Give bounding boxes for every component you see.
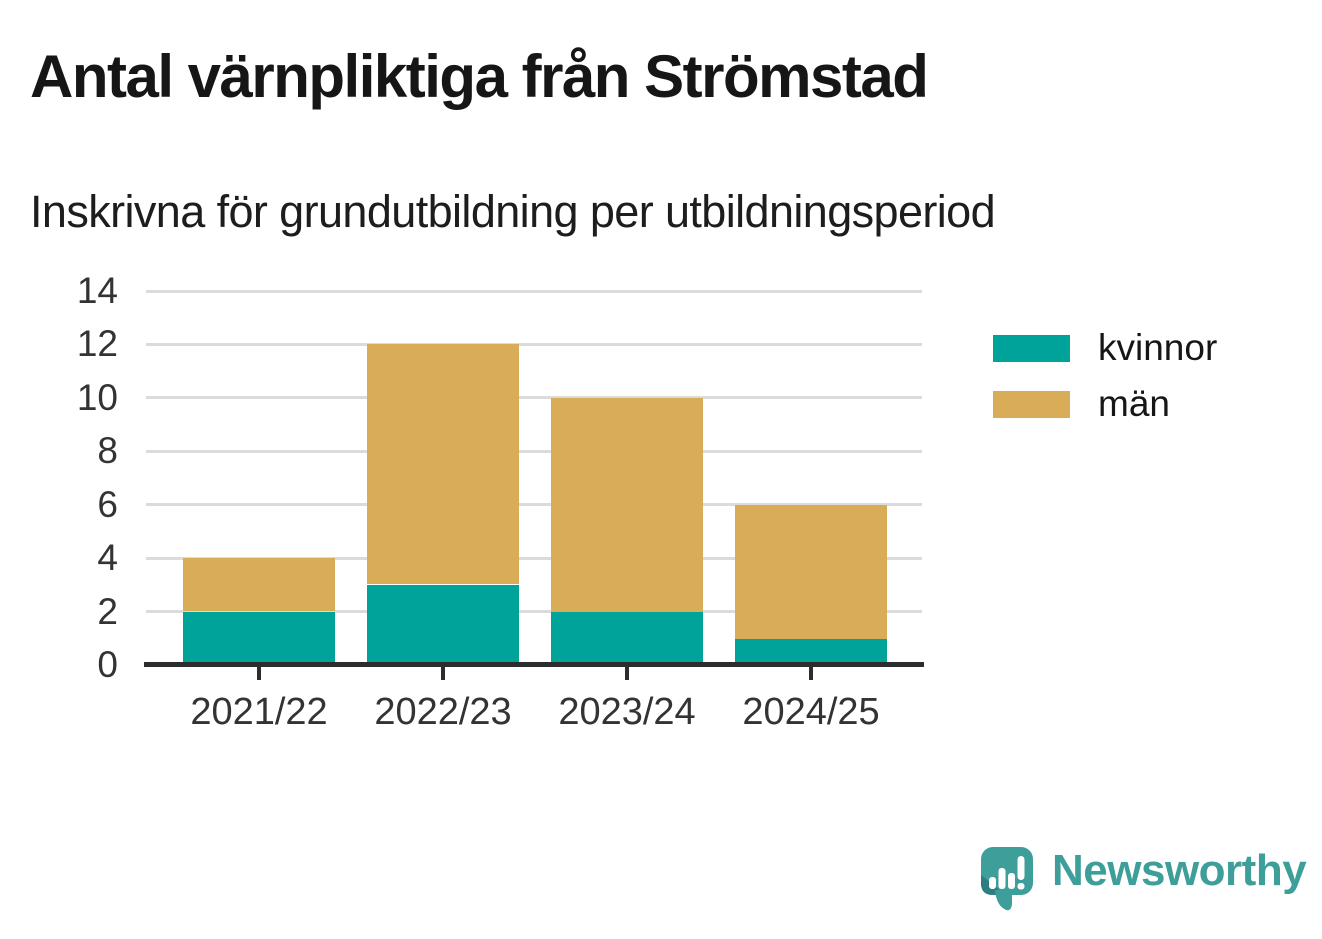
legend-item-kvinnor: kvinnor [993,320,1217,376]
bar-segment-kvinnor-2023/24 [551,612,703,665]
legend-label-kvinnor: kvinnor [1098,327,1218,368]
bar-segment-män-2022/23 [367,344,519,584]
legend-label-man: män [1098,383,1170,424]
legend-swatch-man [993,390,1070,418]
y-axis-tick-label: 0 [97,644,118,685]
x-axis-tick-label: 2023/24 [558,691,696,733]
gridline-4 [146,557,922,560]
y-axis-tick-label: 8 [97,430,118,471]
x-axis-tick [625,667,629,680]
bar-segment-kvinnor-2022/23 [367,585,519,665]
y-axis-tick-label: 4 [97,537,118,578]
gridline-2 [146,610,922,613]
gridline-6 [146,503,922,506]
x-axis-tick-label: 2021/22 [190,691,328,733]
newsworthy-wordmark: Newsworthy [1052,846,1307,895]
gridline-12 [146,343,922,346]
y-axis-tick-label: 2 [97,591,118,632]
y-axis-tick-label: 14 [76,270,118,311]
legend-swatch-kvinnor [993,334,1070,362]
bar-segment-män-2023/24 [551,398,703,612]
newsworthy-logo-icon [981,847,1033,911]
newsworthy-brand: Newsworthy [976,842,1307,917]
gridline-8 [146,450,922,453]
chart-subtitle: Inskrivna för grundutbildning per utbild… [30,186,996,237]
bar-segment-män-2024/25 [735,505,887,639]
gridline-14 [146,290,922,293]
x-axis-tick [441,667,445,680]
gridline-10 [146,396,922,399]
y-axis-tick-label: 10 [76,377,118,418]
chart-title: Antal värnpliktiga från Strömstad [30,43,929,110]
x-axis-line [144,662,924,667]
x-axis-tick-label: 2022/23 [374,691,512,733]
y-axis-tick-label: 12 [76,323,118,364]
legend: kvinnor män [993,320,1217,432]
x-axis-tick [257,667,261,680]
legend-item-man: män [993,376,1217,432]
x-axis-tick [809,667,813,680]
bar-segment-kvinnor-2021/22 [183,612,335,665]
y-axis-tick-label: 6 [97,484,118,525]
bar-segment-män-2021/22 [183,558,335,611]
bar-segment-kvinnor-2024/25 [735,638,887,665]
x-axis-tick-label: 2024/25 [742,691,880,733]
